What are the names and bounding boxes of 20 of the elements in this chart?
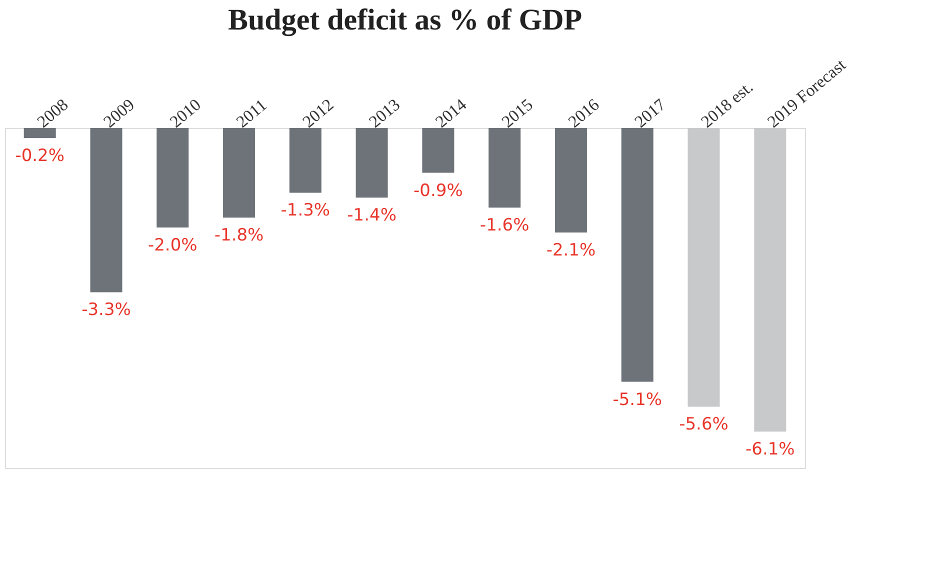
x-tick-label: 2018 est. <box>697 77 757 132</box>
data-label: -0.9% <box>414 180 463 201</box>
data-label: -3.3% <box>82 300 131 320</box>
x-tick-label: 2009 <box>100 94 138 132</box>
x-tick-label: 2010 <box>166 94 204 132</box>
chart-title: Budget deficit as % of GDP <box>228 4 582 36</box>
x-tick-label: 2008 <box>33 94 72 132</box>
data-label: -1.6% <box>480 216 530 236</box>
data-label: -0.2% <box>15 146 65 166</box>
x-tick-label: 2011 <box>232 95 270 132</box>
data-label: -2.1% <box>546 240 596 261</box>
data-label: -1.4% <box>347 206 396 226</box>
x-tick-label: 2013 <box>365 94 404 132</box>
data-label: -2.0% <box>148 236 198 256</box>
data-label: -5.6% <box>679 414 728 435</box>
data-label: -1.3% <box>280 200 330 221</box>
x-tick-label: 2012 <box>298 94 338 132</box>
data-label: -6.1% <box>745 440 795 460</box>
data-label: -5.1% <box>612 390 662 410</box>
data-label: -1.8% <box>214 226 264 246</box>
